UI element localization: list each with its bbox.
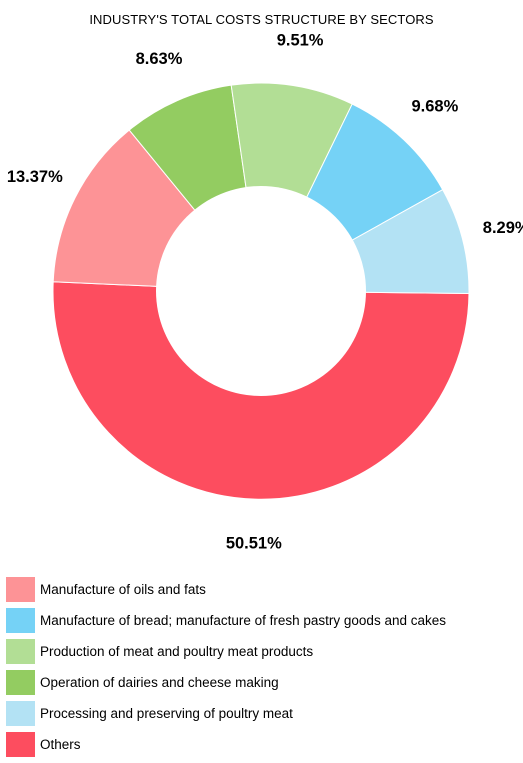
legend-item-operation-of-dairies-and-cheese-making: Operation of dairies and cheese making [6, 669, 518, 695]
legend-swatch [6, 700, 35, 726]
legend-swatch [6, 607, 35, 633]
value-label-processing-and-preserving-of-poultry-meat: 8.29% [483, 219, 523, 237]
value-label-production-of-meat-and-poultry-meat-products: 9.51% [277, 31, 324, 49]
legend-swatch [6, 731, 35, 757]
legend-label: Processing and preserving of poultry mea… [40, 705, 293, 721]
legend-item-manufacture-of-oils-and-fats: Manufacture of oils and fats [6, 576, 518, 602]
donut-hole [156, 186, 366, 396]
legend-item-others: Others [6, 731, 518, 757]
legend-label: Production of meat and poultry meat prod… [40, 643, 314, 659]
legend-label: Others [40, 736, 81, 752]
value-labels: 50.51% 13.37% 8.63% 9.51% 9.68% 8.29% [7, 31, 523, 552]
legend-swatch [6, 669, 35, 695]
legend: Manufacture of oils and fats Manufacture … [6, 576, 518, 762]
legend-swatch [6, 638, 35, 664]
value-label-others: 50.51% [226, 534, 282, 552]
value-label-manufacture-of-bread-manufacture-of-fresh-pastry-goods-and-cakes: 9.68% [412, 98, 459, 116]
chart-title: INDUSTRY'S TOTAL COSTS STRUCTURE BY SECT… [89, 12, 434, 27]
legend-label: Manufacture of oils and fats [40, 581, 206, 597]
legend-item-manufacture-of-bread-manufacture-of-fresh-pastry-goods-and-cakes: Manufacture of bread; manufacture of fre… [6, 607, 518, 633]
legend-item-production-of-meat-and-poultry-meat-products: Production of meat and poultry meat prod… [6, 638, 518, 664]
legend-swatch [6, 576, 35, 602]
value-label-operation-of-dairies-and-cheese-making: 8.63% [136, 50, 183, 68]
donut-chart: 50.51% 13.37% 8.63% 9.51% 9.68% 8.29% [7, 31, 523, 552]
legend-item-processing-and-preserving-of-poultry-meat: Processing and preserving of poultry mea… [6, 700, 518, 726]
legend-label: Operation of dairies and cheese making [40, 674, 279, 690]
value-label-manufacture-of-oils-and-fats: 13.37% [7, 168, 63, 186]
legend-label: Manufacture of bread; manufacture of fre… [40, 612, 446, 628]
